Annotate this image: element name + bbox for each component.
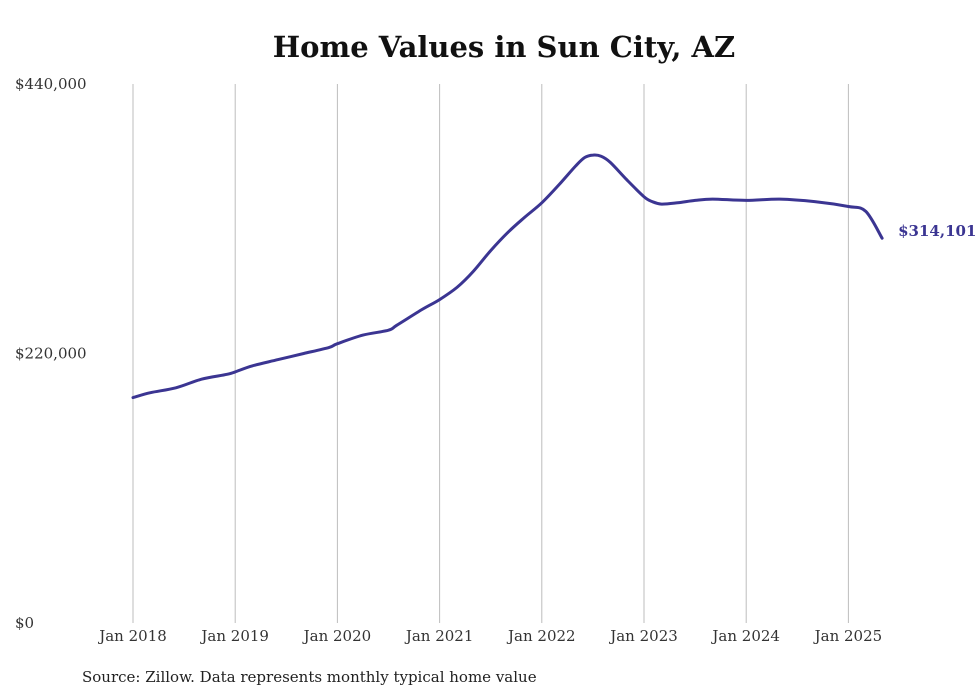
chart-title: Home Values in Sun City, AZ (272, 30, 736, 64)
x-tick-label: Jan 2020 (302, 627, 372, 645)
source-note: Source: Zillow. Data represents monthly … (82, 668, 537, 686)
x-tick-label: Jan 2022 (506, 627, 576, 645)
end-value-label: $314,101 (898, 222, 976, 240)
series-line (131, 153, 884, 400)
y-axis-tick-labels: $0 $220,000 $440,000 (15, 75, 87, 632)
series-layer (131, 153, 884, 400)
gridlines (132, 84, 849, 623)
y-tick-label: $0 (15, 614, 34, 632)
x-tick-label: Jan 2024 (710, 627, 780, 645)
x-axis-tick-labels: Jan 2018 Jan 2019 Jan 2020 Jan 2021 Jan 2022… (97, 627, 882, 645)
line-chart: $0$220,000$440,000 Jan 2018 Jan 2019 Jan 2… (15, 75, 976, 645)
x-tick-label: Jan 2025 (813, 627, 883, 645)
x-tick-label: Jan 2018 (97, 627, 167, 645)
y-tick-label: $440,000 (15, 75, 87, 93)
y-tick-label: $220,000 (15, 345, 87, 363)
x-tick-label: Jan 2019 (199, 627, 269, 645)
x-tick-label: Jan 2023 (608, 627, 678, 645)
x-tick-label: Jan 2021 (404, 627, 474, 645)
